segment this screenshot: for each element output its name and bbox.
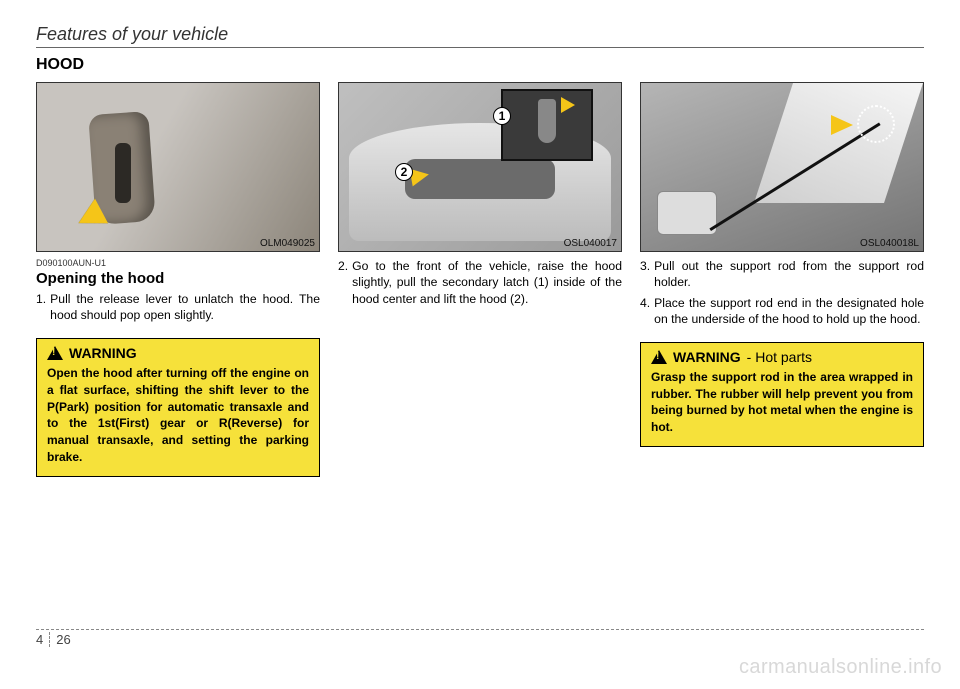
- step-2: 2. Go to the front of the vehicle, raise…: [338, 258, 622, 307]
- hood-heading: HOOD: [36, 56, 924, 74]
- manual-page: Features of your vehicle HOOD OLM049025 …: [0, 0, 960, 477]
- step-number: 2.: [338, 258, 348, 307]
- step-text: Pull the release lever to unlatch the ho…: [50, 291, 320, 324]
- step-number: 1.: [36, 291, 46, 324]
- warning-subtitle: - Hot parts: [747, 349, 812, 365]
- figure-code: OLM049025: [260, 238, 315, 249]
- warning-header: WARNING - Hot parts: [651, 349, 913, 365]
- step-number: 3.: [640, 258, 650, 291]
- step-4: 4. Place the support rod end in the desi…: [640, 295, 924, 328]
- watermark: carmanualsonline.info: [739, 656, 942, 679]
- content-columns: OLM049025 D090100AUN-U1 Opening the hood…: [36, 82, 924, 477]
- step-text: Pull out the support rod from the suppor…: [654, 258, 924, 291]
- step-3: 3. Pull out the support rod from the sup…: [640, 258, 924, 291]
- warning-body: Open the hood after turning off the engi…: [47, 365, 309, 466]
- column-1: OLM049025 D090100AUN-U1 Opening the hood…: [36, 82, 320, 477]
- warning-title: WARNING: [673, 349, 741, 365]
- warning-body: Grasp the support rod in the area wrappe…: [651, 369, 913, 436]
- chapter-number: 4: [36, 632, 50, 647]
- step-number: 4.: [640, 295, 650, 328]
- section-title: Features of your vehicle: [36, 24, 228, 45]
- figure-secondary-latch: 1 2 OSL040017: [338, 82, 622, 252]
- callout-badge-2: 2: [395, 163, 413, 181]
- warning-box: WARNING Open the hood after turning off …: [36, 338, 320, 477]
- reservoir-shape: [657, 191, 717, 235]
- callout-box: [501, 89, 593, 161]
- callout-badge-1: 1: [493, 107, 511, 125]
- column-2: 1 2 OSL040017 2. Go to the front of the …: [338, 82, 622, 477]
- highlight-circle-icon: [857, 105, 895, 143]
- page-number: 26: [56, 632, 70, 647]
- figure-release-lever: OLM049025: [36, 82, 320, 252]
- warning-box-hot-parts: WARNING - Hot parts Grasp the support ro…: [640, 342, 924, 447]
- warning-title: WARNING: [69, 345, 137, 361]
- warning-header: WARNING: [47, 345, 309, 361]
- step-1: 1. Pull the release lever to unlatch the…: [36, 291, 320, 324]
- doc-id: D090100AUN-U1: [36, 258, 320, 268]
- arrow-icon: [561, 97, 575, 113]
- header: Features of your vehicle: [36, 24, 924, 48]
- lever-slot: [115, 143, 131, 203]
- warning-triangle-icon: [651, 350, 667, 364]
- column-3: OSL040018L 3. Pull out the support rod f…: [640, 82, 924, 477]
- subheading-opening-hood: Opening the hood: [36, 270, 320, 287]
- latch-hook-shape: [538, 99, 556, 143]
- step-text: Go to the front of the vehicle, raise th…: [352, 258, 622, 307]
- warning-triangle-icon: [47, 346, 63, 360]
- figure-code: OSL040017: [564, 238, 617, 249]
- page-footer: 4 26: [36, 629, 924, 647]
- figure-support-rod: OSL040018L: [640, 82, 924, 252]
- step-text: Place the support rod end in the designa…: [654, 295, 924, 328]
- figure-code: OSL040018L: [860, 238, 919, 249]
- arrow-icon: [831, 115, 853, 135]
